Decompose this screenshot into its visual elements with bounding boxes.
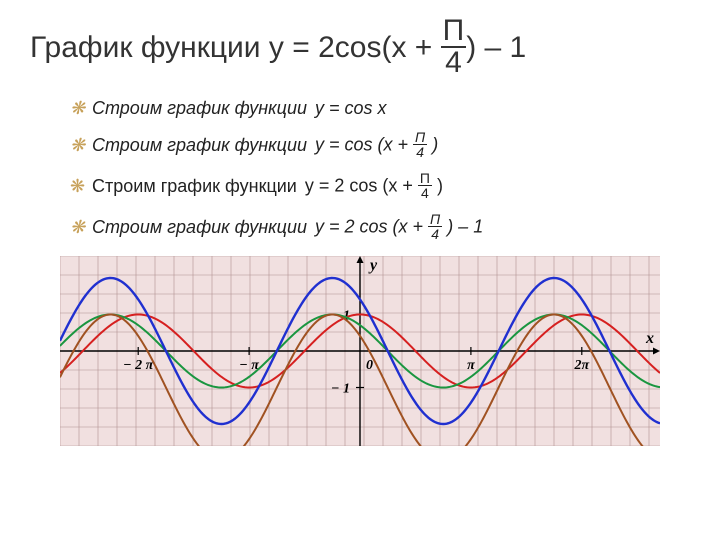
bullet-list: ❋Строим график функции y = cos x❋Строим … [70, 98, 690, 242]
svg-text:− 2 π: − 2 π [123, 358, 153, 373]
svg-text:0: 0 [366, 358, 373, 373]
bullet-equation: y = cos x [315, 98, 387, 119]
bullet-marker: ❋ [70, 176, 92, 197]
svg-text:x: x [645, 330, 654, 347]
bullet-text: Строим график функции [92, 176, 297, 197]
fraction-icon: П4 [413, 130, 427, 159]
bullet-marker: ❋ [70, 217, 92, 238]
bullet-item: ❋Строим график функции y = 2 cos (x + П4… [70, 213, 690, 242]
svg-text:y: y [368, 257, 378, 274]
bullet-marker: ❋ [70, 135, 92, 156]
svg-text:π: π [467, 358, 475, 373]
bullet-marker: ❋ [70, 98, 92, 119]
svg-text:2π: 2π [573, 358, 589, 373]
fraction-icon: П4 [428, 212, 442, 241]
bullet-item: ❋Строим график функции y = 2 cos (x + П4… [70, 172, 690, 201]
title-suffix: ) – 1 [466, 31, 526, 64]
bullet-text: Строим график функции [92, 217, 307, 238]
bullet-item: ❋Строим график функции y = cos (x + П4 ) [70, 131, 690, 160]
svg-text:− 1: − 1 [331, 382, 350, 397]
bullet-equation: y = 2 cos (x + П4 ) – 1 [315, 213, 483, 242]
chart-container: − 2 π− π0π2π1− 1xy [60, 256, 660, 451]
bullet-item: ❋Строим график функции y = cos x [70, 98, 690, 119]
bullet-text: Строим график функции [92, 98, 307, 119]
bullet-text: Строим график функции [92, 135, 307, 156]
bullet-equation: y = 2 cos (x + П4 ) [305, 172, 443, 201]
bullet-equation: y = cos (x + П4 ) [315, 131, 438, 160]
slide-title: График функции y = 2cos(x + П4) – 1 [30, 18, 690, 80]
title-fraction: П4 [441, 16, 467, 78]
title-prefix: График функции y = 2cos(x + [30, 31, 441, 64]
function-chart: − 2 π− π0π2π1− 1xy [60, 256, 660, 446]
fraction-icon: П4 [418, 171, 432, 200]
